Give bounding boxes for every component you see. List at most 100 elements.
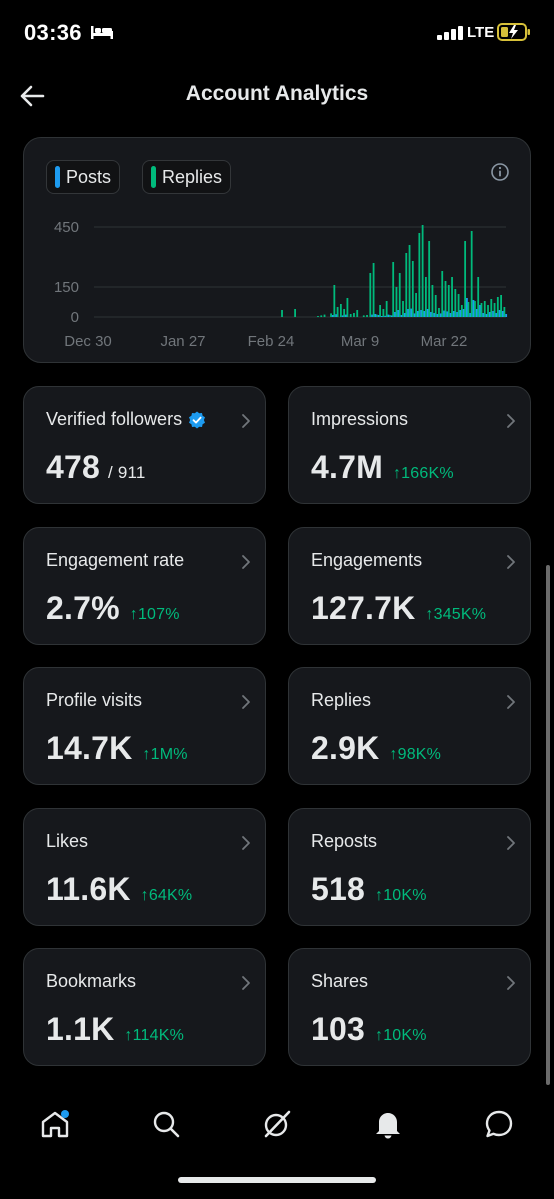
posts-bar bbox=[381, 316, 383, 317]
chevron-right-icon bbox=[242, 836, 250, 850]
tab-home[interactable] bbox=[33, 1102, 77, 1146]
replies-bar bbox=[451, 277, 453, 317]
metric-label-container: Replies bbox=[311, 690, 371, 711]
chevron-right-icon bbox=[507, 414, 515, 428]
metric-value-row: 127.7K ↑345K% bbox=[311, 590, 486, 627]
replies-bar bbox=[330, 313, 332, 317]
metric-tile-reposts[interactable]: Reposts 518 ↑10K% bbox=[288, 808, 531, 926]
replies-bar bbox=[408, 245, 411, 317]
posts-bar bbox=[498, 310, 501, 317]
replies-bar bbox=[281, 310, 283, 317]
status-time: 03:36 bbox=[24, 20, 82, 45]
chevron-right-icon bbox=[507, 695, 515, 709]
metric-change: ↑64K% bbox=[140, 887, 193, 904]
replies-bar bbox=[438, 308, 440, 317]
y-tick-label: 450 bbox=[54, 219, 79, 236]
tab-messages[interactable] bbox=[477, 1102, 521, 1146]
legend-replies-toggle[interactable]: Replies bbox=[142, 160, 232, 194]
posts-bar bbox=[377, 315, 380, 317]
posts-bar bbox=[475, 309, 478, 317]
posts-bar bbox=[436, 314, 439, 317]
posts-bar bbox=[495, 313, 498, 317]
posts-bar bbox=[482, 313, 485, 317]
posts-bar bbox=[426, 309, 429, 317]
search-icon bbox=[153, 1111, 180, 1138]
metric-label-container: Engagements bbox=[311, 550, 422, 571]
replies-swatch bbox=[151, 166, 157, 188]
metric-change: ↑10K% bbox=[375, 1027, 427, 1044]
status-bar: 03:36 LTE bbox=[0, 0, 554, 66]
replies-bar bbox=[339, 304, 342, 317]
replies-bar bbox=[375, 314, 378, 317]
metric-label: Verified followers bbox=[46, 409, 183, 429]
replies-bar bbox=[470, 231, 473, 317]
metric-label: Shares bbox=[311, 971, 369, 991]
y-tick-label: 150 bbox=[54, 279, 79, 296]
scrollbar[interactable] bbox=[546, 565, 550, 1085]
posts-bar bbox=[466, 298, 468, 317]
replies-bar bbox=[405, 253, 408, 317]
chevron-right-icon bbox=[242, 976, 250, 990]
posts-bar bbox=[443, 310, 445, 317]
metric-label: Reposts bbox=[311, 831, 378, 851]
metric-tile-impressions[interactable]: Impressions 4.7M ↑166K% bbox=[288, 386, 531, 504]
metric-value-row: 14.7K ↑1M% bbox=[46, 730, 188, 767]
replies-bar bbox=[398, 273, 401, 317]
posts-bar bbox=[459, 310, 462, 317]
metric-tile-engagement-rate[interactable]: Engagement rate 2.7% ↑107% bbox=[23, 527, 266, 645]
replies-bar bbox=[343, 309, 346, 317]
metric-change: ↑10K% bbox=[375, 887, 427, 904]
info-icon[interactable] bbox=[490, 162, 510, 182]
posts-bar bbox=[387, 314, 390, 317]
metric-tile-engagements[interactable]: Engagements 127.7K ↑345K% bbox=[288, 527, 531, 645]
posts-bar bbox=[479, 305, 481, 317]
posts-swatch bbox=[55, 166, 60, 188]
back-button[interactable] bbox=[16, 80, 48, 112]
posts-bar bbox=[331, 315, 334, 317]
metric-tile-bookmarks[interactable]: Bookmarks 1.1K ↑114K% bbox=[23, 948, 266, 1066]
replies-bar bbox=[385, 301, 388, 317]
home-icon bbox=[41, 1110, 69, 1138]
replies-bar bbox=[428, 241, 431, 317]
metric-tile-profile-visits[interactable]: Profile visits 14.7K ↑1M% bbox=[23, 667, 266, 785]
activity-chart-card: 450 150 0 Dec 30 Jan 27 Feb 24 Mar 9 Mar 22 Pos… bbox=[23, 137, 531, 363]
metric-change: ↑107% bbox=[129, 606, 180, 623]
replies-bar bbox=[294, 309, 296, 317]
posts-bar bbox=[469, 313, 472, 317]
home-indicator[interactable] bbox=[178, 1177, 376, 1183]
x-tick-label: Feb 24 bbox=[248, 333, 295, 350]
metric-change: ↑345K% bbox=[425, 606, 487, 623]
metric-tile-verified-followers[interactable]: Verified followers 478 / 911 bbox=[23, 386, 266, 504]
tab-search[interactable] bbox=[144, 1102, 188, 1146]
replies-bar bbox=[441, 271, 444, 317]
replies-bar bbox=[464, 241, 467, 317]
metric-label: Likes bbox=[46, 831, 89, 851]
posts-bar bbox=[456, 312, 459, 317]
replies-bar bbox=[379, 305, 382, 317]
chevron-right-icon bbox=[242, 414, 250, 428]
chevron-right-icon bbox=[507, 836, 515, 850]
chart-legend: Posts Replies bbox=[46, 160, 232, 194]
metric-value-row: 518 ↑10K% bbox=[311, 871, 427, 908]
replies-bar bbox=[356, 310, 359, 317]
chevron-right-icon bbox=[507, 555, 515, 569]
tab-grok[interactable] bbox=[255, 1102, 299, 1146]
metric-tile-likes[interactable]: Likes 11.6K ↑64K% bbox=[23, 808, 266, 926]
replies-bar bbox=[353, 313, 355, 317]
metric-change: ↑1M% bbox=[142, 746, 188, 763]
replies-bar bbox=[317, 316, 319, 317]
metric-tile-shares[interactable]: Shares 103 ↑10K% bbox=[288, 948, 531, 1066]
replies-bar bbox=[372, 263, 375, 317]
tab-notifications[interactable] bbox=[366, 1102, 410, 1146]
replies-bar bbox=[460, 305, 463, 317]
legend-posts-label: Posts bbox=[66, 166, 112, 187]
metric-label-container: Impressions bbox=[311, 409, 408, 430]
metric-change: ↑114K% bbox=[124, 1027, 185, 1044]
legend-posts-toggle[interactable]: Posts bbox=[46, 160, 121, 194]
posts-bar bbox=[501, 311, 504, 317]
metric-tile-replies[interactable]: Replies 2.9K ↑98K% bbox=[288, 667, 531, 785]
sleep-mode-icon bbox=[91, 26, 113, 39]
x-tick-label: Mar 22 bbox=[421, 333, 468, 350]
metric-value-row: 4.7M ↑166K% bbox=[311, 449, 454, 486]
posts-bar bbox=[505, 314, 508, 317]
